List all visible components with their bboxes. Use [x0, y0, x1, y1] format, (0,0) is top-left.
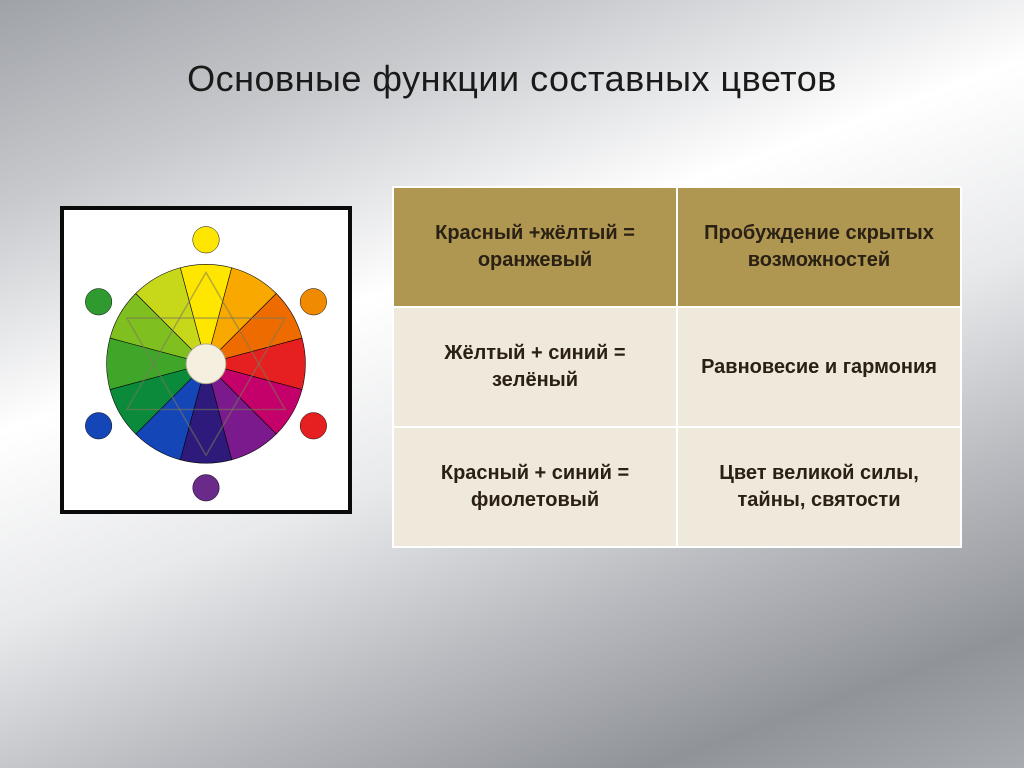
formula-cell: Жёлтый + синий = зелёный — [393, 307, 677, 427]
color-wheel-figure — [60, 206, 352, 514]
table-row: Красный +жёлтый = оранжевый Пробуждение … — [393, 187, 961, 307]
table-row: Жёлтый + синий = зелёный Равновесие и га… — [393, 307, 961, 427]
color-functions-table: Красный +жёлтый = оранжевый Пробуждение … — [392, 186, 962, 548]
color-wheel-svg — [64, 210, 348, 510]
page-title: Основные функции составных цветов — [0, 58, 1024, 100]
formula-cell: Красный + синий = фиолетовый — [393, 427, 677, 547]
meaning-cell: Цвет великой силы, тайны, святости — [677, 427, 961, 547]
meaning-cell: Пробуждение скрытых возможностей — [677, 187, 961, 307]
formula-cell: Красный +жёлтый = оранжевый — [393, 187, 677, 307]
table-row: Красный + синий = фиолетовый Цвет велико… — [393, 427, 961, 547]
meaning-cell: Равновесие и гармония — [677, 307, 961, 427]
